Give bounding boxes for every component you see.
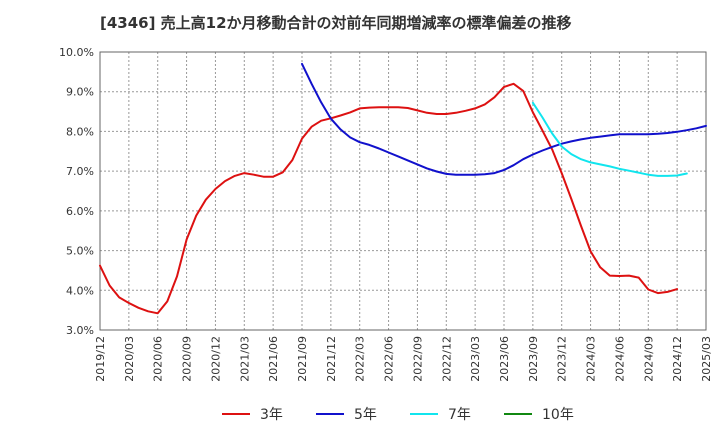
x-tick-label: 2021/06 <box>267 336 280 382</box>
legend-label-7yr: 7年 <box>448 407 471 423</box>
legend: 3年 5年 7年 10年 <box>0 402 720 426</box>
x-tick-label: 2022/09 <box>411 336 424 382</box>
x-tick-label: 2022/03 <box>354 336 367 382</box>
x-tick-label: 2020/06 <box>152 336 165 382</box>
y-tick-label: 7.0% <box>66 165 94 178</box>
legend-swatch-10yr <box>504 413 532 415</box>
x-tick-label: 2020/09 <box>181 336 194 382</box>
legend-item-3yr: 3年 <box>222 402 283 426</box>
y-tick-label: 8.0% <box>66 125 94 138</box>
y-tick-label: 9.0% <box>66 86 94 99</box>
x-tick-label: 2023/12 <box>556 336 569 382</box>
x-tick-label: 2025/03 <box>700 336 713 382</box>
x-tick-label: 2023/09 <box>527 336 540 382</box>
legend-swatch-3yr <box>222 413 250 415</box>
series-line-0 <box>99 82 679 315</box>
y-tick-label: 10.0% <box>59 46 94 59</box>
x-tick-label: 2024/09 <box>642 336 655 382</box>
x-tick-label: 2022/06 <box>383 336 396 382</box>
x-tick-label: 2020/03 <box>123 336 136 382</box>
x-tick-label: 2021/03 <box>238 336 251 382</box>
chart-title: [4346] 売上高12か月移動合計の対前年同期増減率の標準偏差の推移 <box>100 14 572 32</box>
y-tick-label: 3.0% <box>66 324 94 337</box>
x-tick-label: 2024/06 <box>613 336 626 382</box>
y-tick-label: 5.0% <box>66 245 94 258</box>
x-tick-label: 2020/12 <box>209 336 222 382</box>
series-line-2 <box>531 101 688 177</box>
legend-item-5yr: 5年 <box>316 402 377 426</box>
x-tick-label: 2023/06 <box>498 336 511 382</box>
legend-label-5yr: 5年 <box>354 407 377 423</box>
legend-swatch-7yr <box>410 413 438 415</box>
x-tick-label: 2024/03 <box>585 336 598 382</box>
x-tick-label: 2019/12 <box>94 336 107 382</box>
x-tick-label: 2021/09 <box>296 336 309 382</box>
series-lines <box>99 62 707 315</box>
y-tick-label: 6.0% <box>66 205 94 218</box>
x-tick-label: 2021/12 <box>325 336 338 382</box>
x-tick-label: 2022/12 <box>440 336 453 382</box>
series-line-1 <box>301 62 707 176</box>
legend-swatch-5yr <box>316 413 344 415</box>
grid <box>99 51 707 331</box>
legend-item-10yr: 10年 <box>504 402 574 426</box>
plot-frame <box>99 51 707 331</box>
x-tick-label: 2024/12 <box>671 336 684 382</box>
x-tick-label: 2023/03 <box>469 336 482 382</box>
legend-label-10yr: 10年 <box>542 407 574 423</box>
x-axis: 2019/12 2020/03 2020/06 2020/09 2020/12 2021/… <box>94 336 713 382</box>
y-axis: 3.0% 4.0% 5.0% 6.0% 7.0% 8.0% 9.0% 10.0% <box>59 46 94 337</box>
legend-item-7yr: 7年 <box>410 402 471 426</box>
y-tick-label: 4.0% <box>66 284 94 297</box>
legend-label-3yr: 3年 <box>260 407 283 423</box>
